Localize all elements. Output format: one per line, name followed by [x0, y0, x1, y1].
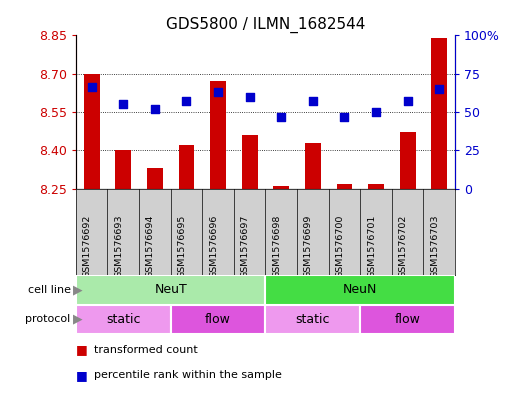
Bar [305, 143, 321, 189]
Bar [210, 81, 226, 189]
Text: flow: flow [205, 313, 231, 326]
Point [151, 106, 159, 112]
Bar [76, 305, 170, 334]
Point [119, 101, 128, 107]
Bar [170, 305, 266, 334]
Text: NeuT: NeuT [154, 283, 187, 296]
Point [245, 94, 254, 100]
Bar [368, 184, 384, 189]
Bar [336, 184, 353, 189]
Bar [242, 135, 257, 189]
Text: ■: ■ [76, 369, 87, 382]
Bar [266, 305, 360, 334]
Text: flow: flow [395, 313, 420, 326]
Bar [431, 38, 447, 189]
Point [340, 114, 349, 120]
Text: protocol: protocol [25, 314, 71, 324]
Text: percentile rank within the sample: percentile rank within the sample [94, 370, 282, 380]
Point [435, 86, 444, 92]
Text: cell line: cell line [28, 285, 71, 295]
Point [277, 114, 286, 120]
Bar [274, 186, 289, 189]
Bar [400, 132, 415, 189]
Point [87, 84, 96, 91]
Bar [116, 150, 131, 189]
Bar [147, 168, 163, 189]
Bar [360, 305, 455, 334]
Point [403, 98, 412, 105]
Bar [84, 73, 99, 189]
Text: static: static [295, 313, 330, 326]
Text: ■: ■ [76, 343, 87, 356]
Text: transformed count: transformed count [94, 345, 198, 355]
Point [182, 98, 190, 105]
Point [372, 109, 380, 115]
Bar [76, 275, 266, 305]
Text: ▶: ▶ [73, 283, 83, 296]
Text: ▶: ▶ [73, 313, 83, 326]
Point [309, 98, 317, 105]
Text: NeuN: NeuN [343, 283, 378, 296]
Point [214, 89, 222, 95]
Title: GDS5800 / ILMN_1682544: GDS5800 / ILMN_1682544 [166, 17, 365, 33]
Bar [266, 275, 455, 305]
Text: static: static [106, 313, 141, 326]
Bar [178, 145, 195, 189]
